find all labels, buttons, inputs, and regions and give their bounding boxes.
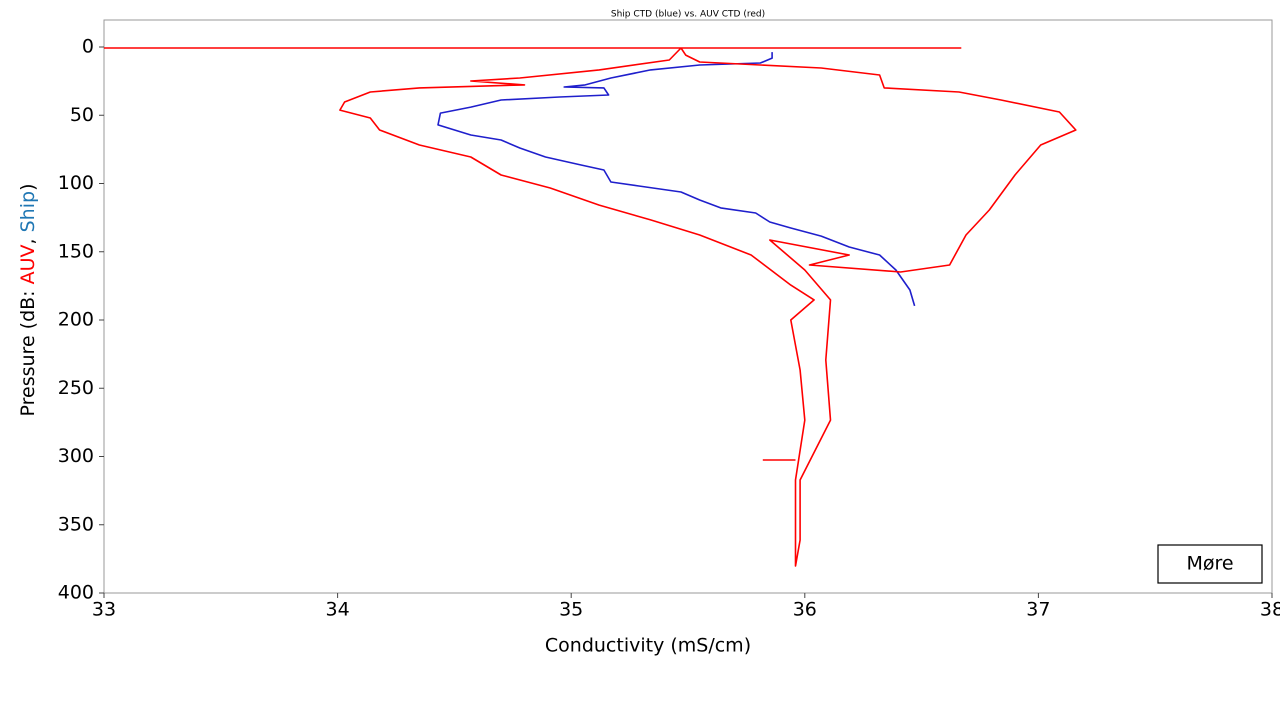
y-tick-label: 350 <box>58 513 94 535</box>
y-tick-label: 200 <box>58 309 94 331</box>
annotation: Møre <box>1186 553 1233 575</box>
y-axis-label-part: ) <box>17 184 39 191</box>
y-tick-label: 100 <box>58 172 94 194</box>
series-line <box>437 52 916 307</box>
y-tick-label: 0 <box>82 36 94 58</box>
y-tick-label: 50 <box>70 104 94 126</box>
x-tick-label: 33 <box>92 599 116 621</box>
annotation-box <box>1157 544 1263 584</box>
x-tick-label: 34 <box>326 599 350 621</box>
plot-frame <box>103 19 1273 594</box>
y-tick-label: 150 <box>58 240 94 262</box>
x-axis-label: Conductivity (mS/cm) <box>545 635 751 657</box>
y-tick-label: 250 <box>58 377 94 399</box>
x-tick-label: 35 <box>559 599 583 621</box>
chart-title: Ship CTD (blue) vs. AUV CTD (red) <box>611 10 765 20</box>
y-axis-label-part: Pressure (dB: <box>17 284 39 416</box>
x-tick-label: 38 <box>1260 599 1280 621</box>
y-tick-label: 400 <box>58 582 94 604</box>
y-axis-label-part: AUV <box>17 244 39 284</box>
y-axis-label-part: Ship <box>17 191 39 232</box>
x-tick-label: 37 <box>1026 599 1050 621</box>
series-line <box>104 47 1077 567</box>
y-axis-label: Pressure (dB: AUV, Ship) <box>17 184 39 417</box>
y-axis-label-part: , <box>17 232 39 244</box>
x-tick-label: 36 <box>793 599 817 621</box>
y-tick-label: 300 <box>58 445 94 467</box>
